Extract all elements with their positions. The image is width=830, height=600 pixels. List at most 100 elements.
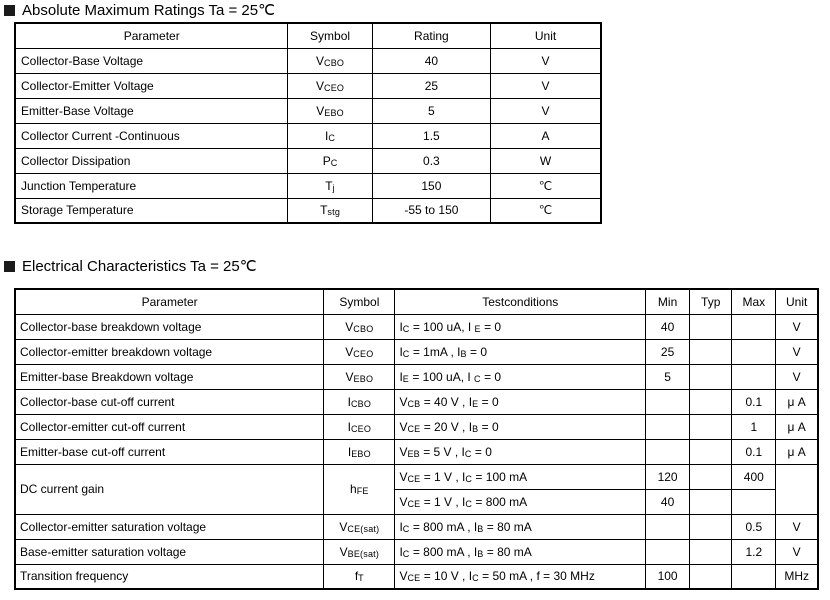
cell-unit: V (775, 363, 819, 390)
cell-unit (775, 463, 819, 515)
cell-unit: V (775, 313, 819, 340)
cell-symbol: ICEO (323, 413, 396, 440)
absolute-maximum-ratings-table: Parameter Symbol Rating Unit Collector-B… (14, 22, 602, 224)
symbol-subscript: j (332, 182, 335, 193)
cell-testconditions: IC = 800 mA , IB = 80 mA (394, 513, 647, 540)
cell-rating: 5 (371, 97, 492, 124)
cell-testconditions: IC = 100 uA, I E = 0 (394, 313, 647, 340)
cell-min: 40 (645, 488, 691, 515)
condition-text: = 1 V , I (420, 469, 466, 484)
symbol-subscript: CEO (350, 423, 372, 434)
symbol-subscript: C (402, 548, 410, 559)
cell-min (645, 413, 691, 440)
symbol-subscript: BE(sat) (347, 548, 380, 559)
cell-testconditions: VCB = 40 V , IE = 0 (394, 388, 647, 415)
table-header-row: Parameter Symbol Testconditions Min Typ … (14, 288, 819, 315)
cell-min: 120 (645, 463, 691, 490)
cell-typ (689, 313, 733, 340)
cell-min: 5 (645, 363, 691, 390)
condition-text: = 800 mA (472, 494, 528, 509)
cell-typ (689, 538, 733, 565)
cell-typ (689, 413, 733, 440)
cell-unit: μ A (775, 438, 819, 465)
condition-text: = 1 V , I (420, 494, 466, 509)
condition-text: = 0 (466, 344, 488, 359)
symbol-subscript: C (465, 498, 473, 509)
cell-max (731, 338, 777, 365)
cell-parameter: Base-emitter saturation voltage (14, 538, 325, 565)
symbol-subscript: C (402, 348, 410, 359)
symbol-subscript: E (402, 373, 409, 384)
cell-max: 1 (731, 413, 777, 440)
cell-unit: V (490, 72, 602, 99)
cell-rating: -55 to 150 (371, 197, 492, 224)
cell-unit: V (775, 338, 819, 365)
symbol-subscript: CEO (353, 348, 374, 359)
symbol-subscript: C (472, 573, 479, 584)
cell-unit: V (490, 97, 602, 124)
table-row: Emitter-base Breakdown voltage VEBO IE = 1… (14, 363, 819, 390)
symbol-main: V (345, 344, 354, 359)
symbol-main: V (399, 469, 408, 484)
cell-rating: 1.5 (371, 122, 492, 149)
symbol-subscript: C (328, 132, 336, 143)
symbol-main: I (399, 319, 403, 334)
symbol-main: V (316, 53, 325, 68)
cell-rating: 25 (371, 72, 492, 99)
symbol-main: T (320, 203, 328, 218)
symbol-main: V (316, 78, 325, 93)
condition-text: = 800 mA , I (409, 544, 478, 559)
table-row: Junction Temperature Tj 150 ℃ (14, 172, 602, 199)
section-heading-label: Absolute Maximum Ratings Ta = 25℃ (22, 2, 275, 19)
column-header-rating: Rating (371, 22, 492, 49)
cell-symbol: VBE(sat) (323, 538, 396, 565)
table-row: Collector Dissipation PC 0.3 W (14, 147, 602, 174)
cell-symbol: VCE(sat) (323, 513, 396, 540)
section-heading-electrical-characteristics: Electrical Characteristics Ta = 25℃ (4, 259, 257, 274)
cell-unit: μ A (775, 388, 819, 415)
cell-typ (689, 488, 733, 515)
table-header-row: Parameter Symbol Rating Unit (14, 22, 602, 49)
symbol-main: I (325, 128, 329, 143)
filled-square-bullet-icon (4, 261, 15, 272)
condition-text: = 10 V , I (420, 569, 473, 584)
cell-rating: 40 (371, 47, 492, 74)
table-row: Emitter-Base Voltage VEBO 5 V (14, 97, 602, 124)
symbol-subscript: E (472, 398, 479, 409)
cell-rating: 150 (371, 172, 492, 199)
cell-parameter: Junction Temperature (14, 172, 289, 199)
condition-text: = 100 uA, I (408, 369, 475, 384)
filled-square-bullet-icon (4, 5, 15, 16)
cell-parameter: Collector-emitter cut-off current (14, 413, 325, 440)
cell-max: 1.2 (731, 538, 777, 565)
cell-unit: μ A (775, 413, 819, 440)
cell-typ (689, 388, 733, 415)
cell-max (731, 313, 777, 340)
cell-min (645, 538, 691, 565)
cell-symbol: ICBO (323, 388, 396, 415)
symbol-main: I (399, 344, 403, 359)
symbol-subscript: CE (407, 473, 421, 484)
symbol-subscript: CB (407, 398, 421, 409)
cell-parameter: Collector-emitter breakdown voltage (14, 338, 325, 365)
symbol-main: V (345, 319, 354, 334)
cell-parameter: Collector-emitter saturation voltage (14, 513, 325, 540)
cell-symbol: VCBO (323, 313, 396, 340)
symbol-main: V (339, 519, 348, 534)
symbol-subscript: C (464, 448, 472, 459)
section-heading-absolute-maximum-ratings: Absolute Maximum Ratings Ta = 25℃ (4, 3, 275, 18)
cell-max: 400 (731, 463, 777, 490)
symbol-main: h (350, 482, 357, 496)
cell-parameter: Emitter-base Breakdown voltage (14, 363, 325, 390)
symbol-main: V (399, 394, 408, 409)
symbol-main: V (399, 444, 408, 459)
symbol-main: I (399, 544, 403, 559)
cell-unit: MHz (775, 563, 819, 590)
cell-symbol: hFE (323, 463, 396, 515)
cell-typ (689, 563, 733, 590)
condition-text: = 0 (478, 419, 499, 434)
condition-text: = 80 mA (483, 519, 532, 534)
condition-text: = 100 mA (472, 469, 528, 484)
cell-symbol: fT (323, 563, 396, 590)
column-header-testconditions: Testconditions (394, 288, 647, 315)
